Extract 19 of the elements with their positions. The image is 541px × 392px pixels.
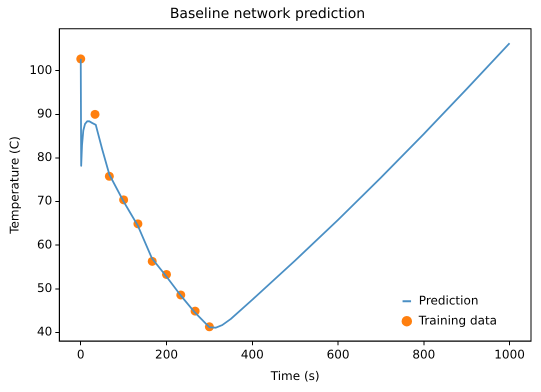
x-tick-label: 0: [76, 348, 85, 362]
y-axis-title: Temperature (C): [7, 136, 22, 235]
legend-label: Prediction: [418, 293, 478, 308]
point: [90, 110, 100, 119]
x-axis-title: Time (s): [270, 368, 320, 383]
y-tick-label: 70: [37, 194, 52, 208]
x-tick-label: 400: [240, 348, 264, 362]
x-tick-label: 800: [412, 348, 436, 362]
x-tick-label: 600: [326, 348, 350, 362]
x-tick-label: 200: [155, 348, 178, 362]
y-tick-label: 100: [29, 62, 52, 77]
y-tick-label: 40: [37, 324, 52, 339]
y-tick-label: 50: [37, 280, 52, 295]
x-tick-label: 1000: [494, 348, 525, 362]
y-tick-label: 60: [37, 237, 52, 252]
y-tick-label: 80: [37, 150, 52, 164]
legend-label: Training data: [418, 313, 498, 328]
chart-title: Baseline network prediction: [170, 6, 366, 22]
y-tick-label: 90: [37, 106, 52, 120]
